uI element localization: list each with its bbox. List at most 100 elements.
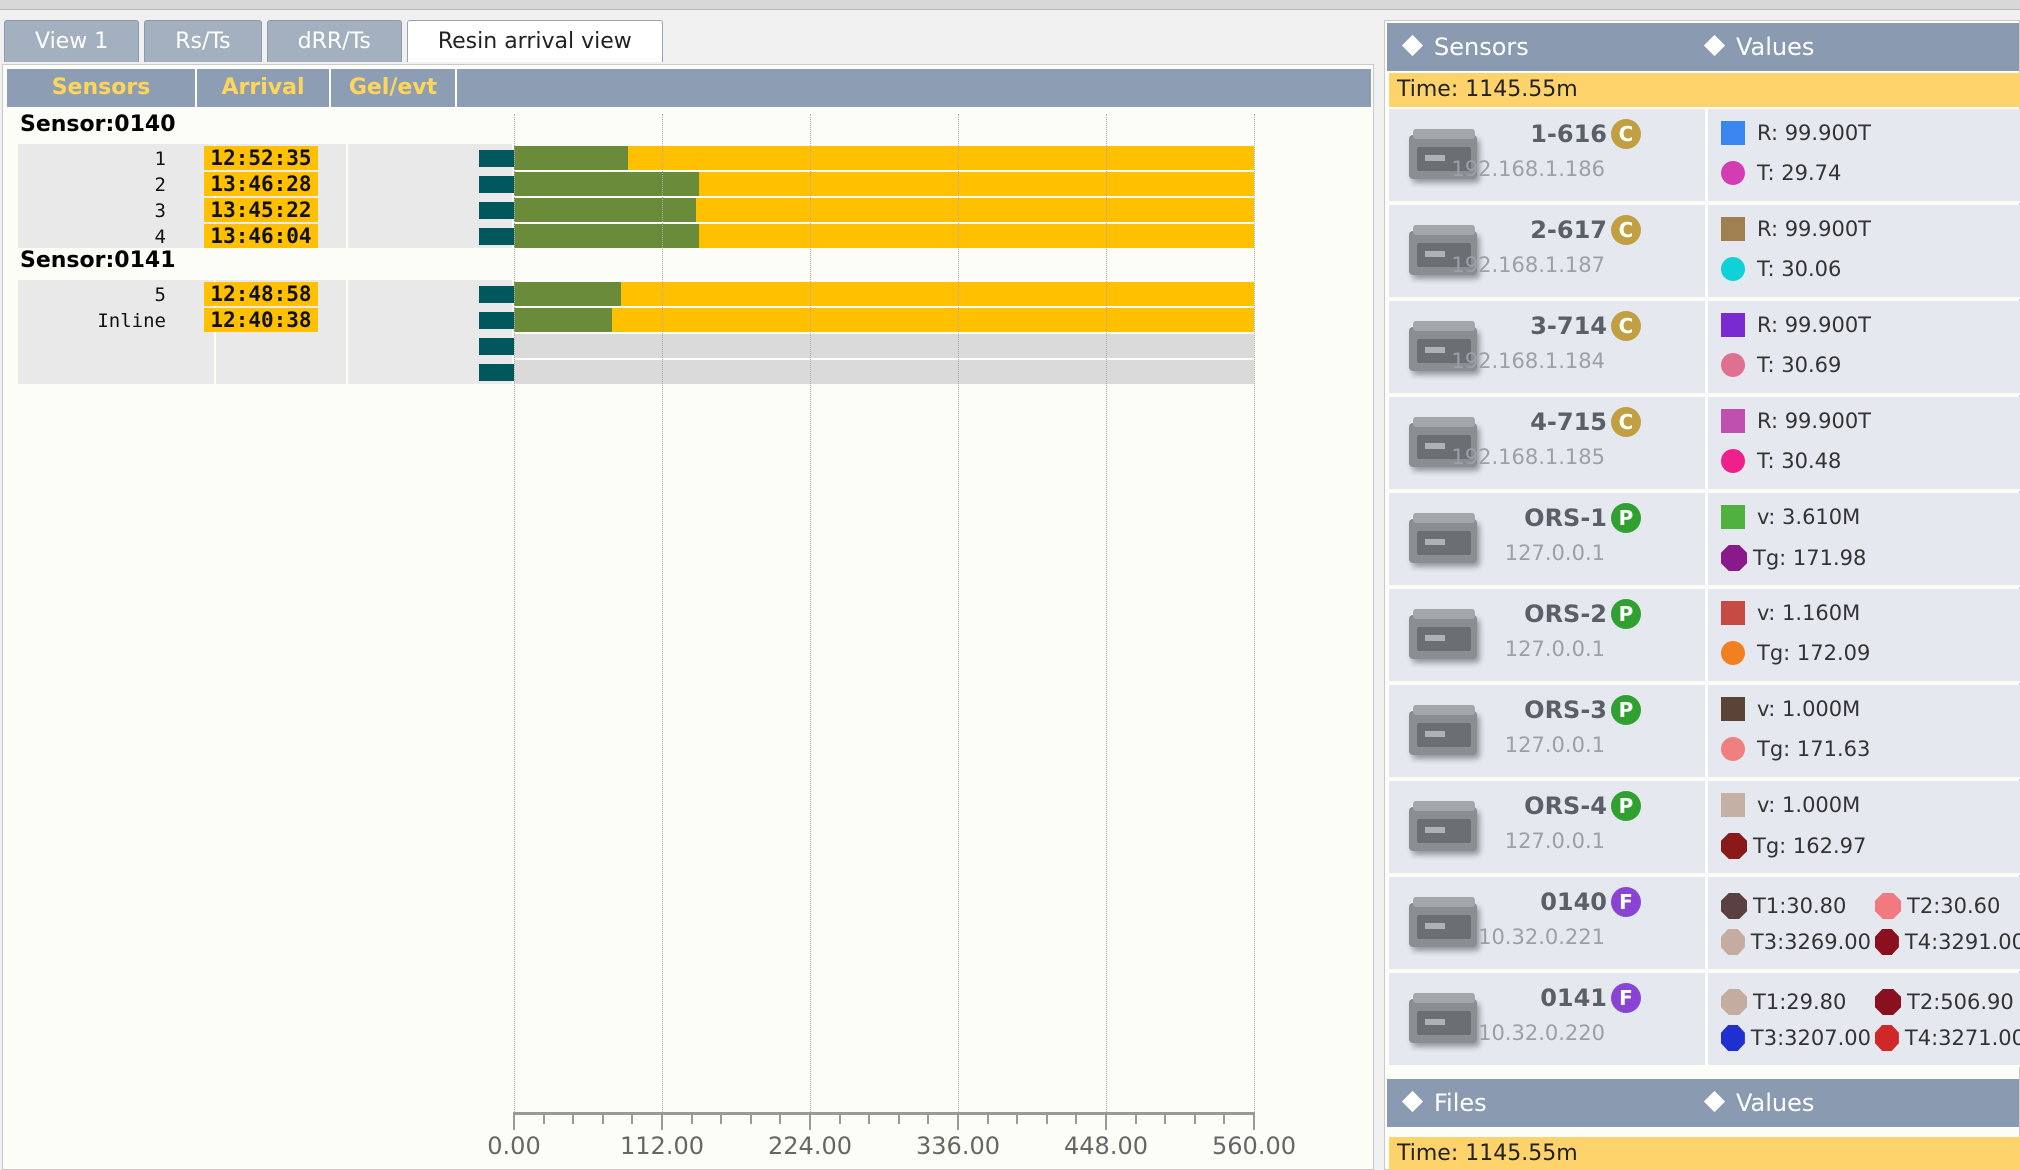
device-name-label: ORS-2 xyxy=(1524,600,1607,628)
device-value-text: Tg: 172.09 xyxy=(1757,641,1871,665)
files-panel-header[interactable]: Files Values xyxy=(1387,1079,2019,1127)
device-ip: 10.32.0.221 xyxy=(1478,925,1605,949)
sensors-panel-header[interactable]: Sensors Values xyxy=(1387,23,2019,71)
column-separator xyxy=(1705,973,1708,1067)
row-status-indicator xyxy=(479,286,523,303)
series-circle-icon xyxy=(1721,641,1745,665)
device-row[interactable]: ORS-3 P 127.0.0.1 v: 1.000M Tg: 171.63 xyxy=(1389,685,2020,779)
device-value: T: 30.69 xyxy=(1721,353,1841,377)
bar-arrival-progress xyxy=(514,172,699,196)
minor-tick xyxy=(1075,1114,1078,1124)
device-row[interactable]: ORS-2 P 127.0.0.1 v: 1.160M Tg: 172.09 xyxy=(1389,589,2020,683)
bar-remaining xyxy=(514,146,1254,170)
device-ip: 10.32.0.220 xyxy=(1478,1021,1605,1045)
device-thumbnail-icon xyxy=(1403,699,1483,761)
device-value-text: Tg: 171.98 xyxy=(1753,546,1867,570)
device-row[interactable]: ORS-1 P 127.0.0.1 v: 3.610M Tg: 171.98 xyxy=(1389,493,2020,587)
device-value-text: T: 30.06 xyxy=(1757,257,1842,281)
device-value: T3:3269.00 xyxy=(1721,929,1871,955)
header-sensors[interactable]: Sensors xyxy=(7,69,197,107)
sensors-values-panel: Sensors Values Time: 1145.55m 1-616 C 192.… xyxy=(1384,20,2020,1170)
device-thumbnail-icon xyxy=(1403,891,1483,953)
device-value-text: T: 30.69 xyxy=(1757,353,1842,377)
device-value: Tg: 171.98 xyxy=(1721,545,1866,571)
device-row[interactable]: 4-715 C 192.168.1.185 R: 99.900T T: 30.48 xyxy=(1389,397,2020,491)
major-tick xyxy=(1105,1112,1107,1130)
tab-rs-ts[interactable]: Rs/Ts xyxy=(144,20,262,62)
column-separator xyxy=(1705,493,1708,587)
series-octagon-icon xyxy=(1875,929,1899,955)
minor-tick xyxy=(838,1114,841,1124)
vertical-gridline xyxy=(958,114,959,1114)
device-type-badge: P xyxy=(1611,791,1641,821)
x-tick-label: 560.00 xyxy=(1212,1132,1296,1160)
device-value: T: 30.48 xyxy=(1721,449,1841,473)
series-square-icon xyxy=(1721,793,1745,817)
row-status-indicator xyxy=(479,202,523,219)
device-ip: 192.168.1.185 xyxy=(1451,445,1605,469)
header-arrival[interactable]: Arrival xyxy=(197,69,331,107)
vertical-gridline xyxy=(1106,114,1107,1114)
sensors-header-label: Sensors xyxy=(1434,33,1529,61)
row-arrival-time: 13:45:22 xyxy=(204,198,318,222)
device-row[interactable]: 0140 F 10.32.0.221 T1:30.80 T2:30.60 T3:3269.… xyxy=(1389,877,2020,971)
device-type-badge: C xyxy=(1611,407,1641,437)
series-octagon-icon xyxy=(1721,545,1747,571)
device-type-badge: C xyxy=(1611,119,1641,149)
device-ip: 192.168.1.186 xyxy=(1451,157,1605,181)
device-value-text: T: 29.74 xyxy=(1757,161,1842,185)
device-type-badge: C xyxy=(1611,215,1641,245)
series-square-icon xyxy=(1721,121,1745,145)
device-value: v: 1.000M xyxy=(1721,793,1860,817)
device-thumbnail-icon xyxy=(1403,603,1483,665)
device-ip: 127.0.0.1 xyxy=(1504,829,1605,853)
view-tabs: View 1 Rs/Ts dRR/Ts Resin arrival view xyxy=(4,20,663,62)
row-arrival-time: 13:46:28 xyxy=(204,172,318,196)
device-thumbnail-icon xyxy=(1403,219,1483,281)
series-octagon-icon xyxy=(1875,989,1901,1015)
row-status-indicator xyxy=(479,176,523,193)
device-thumbnail-icon xyxy=(1403,507,1483,569)
bar-empty xyxy=(514,334,1254,358)
bar-empty xyxy=(514,360,1254,384)
device-value-text: R: 99.900T xyxy=(1757,121,1872,145)
series-octagon-icon xyxy=(1721,893,1747,919)
bar-remaining xyxy=(514,282,1254,306)
device-value-text: R: 99.900T xyxy=(1757,217,1872,241)
device-row[interactable]: 2-617 C 192.168.1.187 R: 99.900T T: 30.06 xyxy=(1389,205,2020,299)
minor-tick xyxy=(542,1114,545,1124)
sensors-time-readout: Time: 1145.55m xyxy=(1389,73,2020,107)
major-tick xyxy=(957,1112,959,1130)
device-name-label: 1-616 xyxy=(1530,120,1607,148)
row-status-indicator xyxy=(479,150,523,167)
sensor-group-title: Sensor:0141 xyxy=(20,248,176,273)
device-row[interactable]: 3-714 C 192.168.1.184 R: 99.900T T: 30.69 xyxy=(1389,301,2020,395)
minor-tick xyxy=(1193,1114,1196,1124)
device-row[interactable]: 0141 F 10.32.0.220 T1:29.80 T2:506.90 T3:3207… xyxy=(1389,973,2020,1067)
tab-drr-ts[interactable]: dRR/Ts xyxy=(266,20,402,62)
device-name-label: 3-714 xyxy=(1530,312,1607,340)
row-sensor-name: 5 xyxy=(154,284,166,306)
x-tick-label: 448.00 xyxy=(1064,1132,1148,1160)
files-time-readout: Time: 1145.55m xyxy=(1389,1137,2020,1170)
device-value-text: T1:30.80 xyxy=(1753,894,1847,918)
device-value-text: T2:30.60 xyxy=(1907,894,2001,918)
device-name: 3-714 C xyxy=(1530,311,1641,341)
diamond-icon xyxy=(1401,34,1424,57)
device-value: Tg: 162.97 xyxy=(1721,833,1866,859)
device-value-text: T3:3207.00 xyxy=(1750,1026,1871,1050)
tab-resin-arrival-view[interactable]: Resin arrival view xyxy=(406,20,663,62)
header-gel-evt[interactable]: Gel/evt xyxy=(331,69,457,107)
bar-arrival-progress xyxy=(514,308,612,332)
series-square-icon xyxy=(1721,409,1745,433)
device-value-text: T4:3291.00 xyxy=(1904,930,2020,954)
x-tick-label: 336.00 xyxy=(916,1132,1000,1160)
device-value: R: 99.900T xyxy=(1721,121,1871,145)
tab-view-1[interactable]: View 1 xyxy=(4,20,140,62)
device-row[interactable]: ORS-4 P 127.0.0.1 v: 1.000M Tg: 162.97 xyxy=(1389,781,2020,875)
resin-arrival-panel: Sensors Arrival Gel/evt xyxy=(2,64,1374,1170)
column-separator xyxy=(1705,685,1708,779)
device-row[interactable]: 1-616 C 192.168.1.186 R: 99.900T T: 29.74 xyxy=(1389,109,2020,203)
vertical-gridline xyxy=(810,114,811,1114)
device-name: 1-616 C xyxy=(1530,119,1641,149)
